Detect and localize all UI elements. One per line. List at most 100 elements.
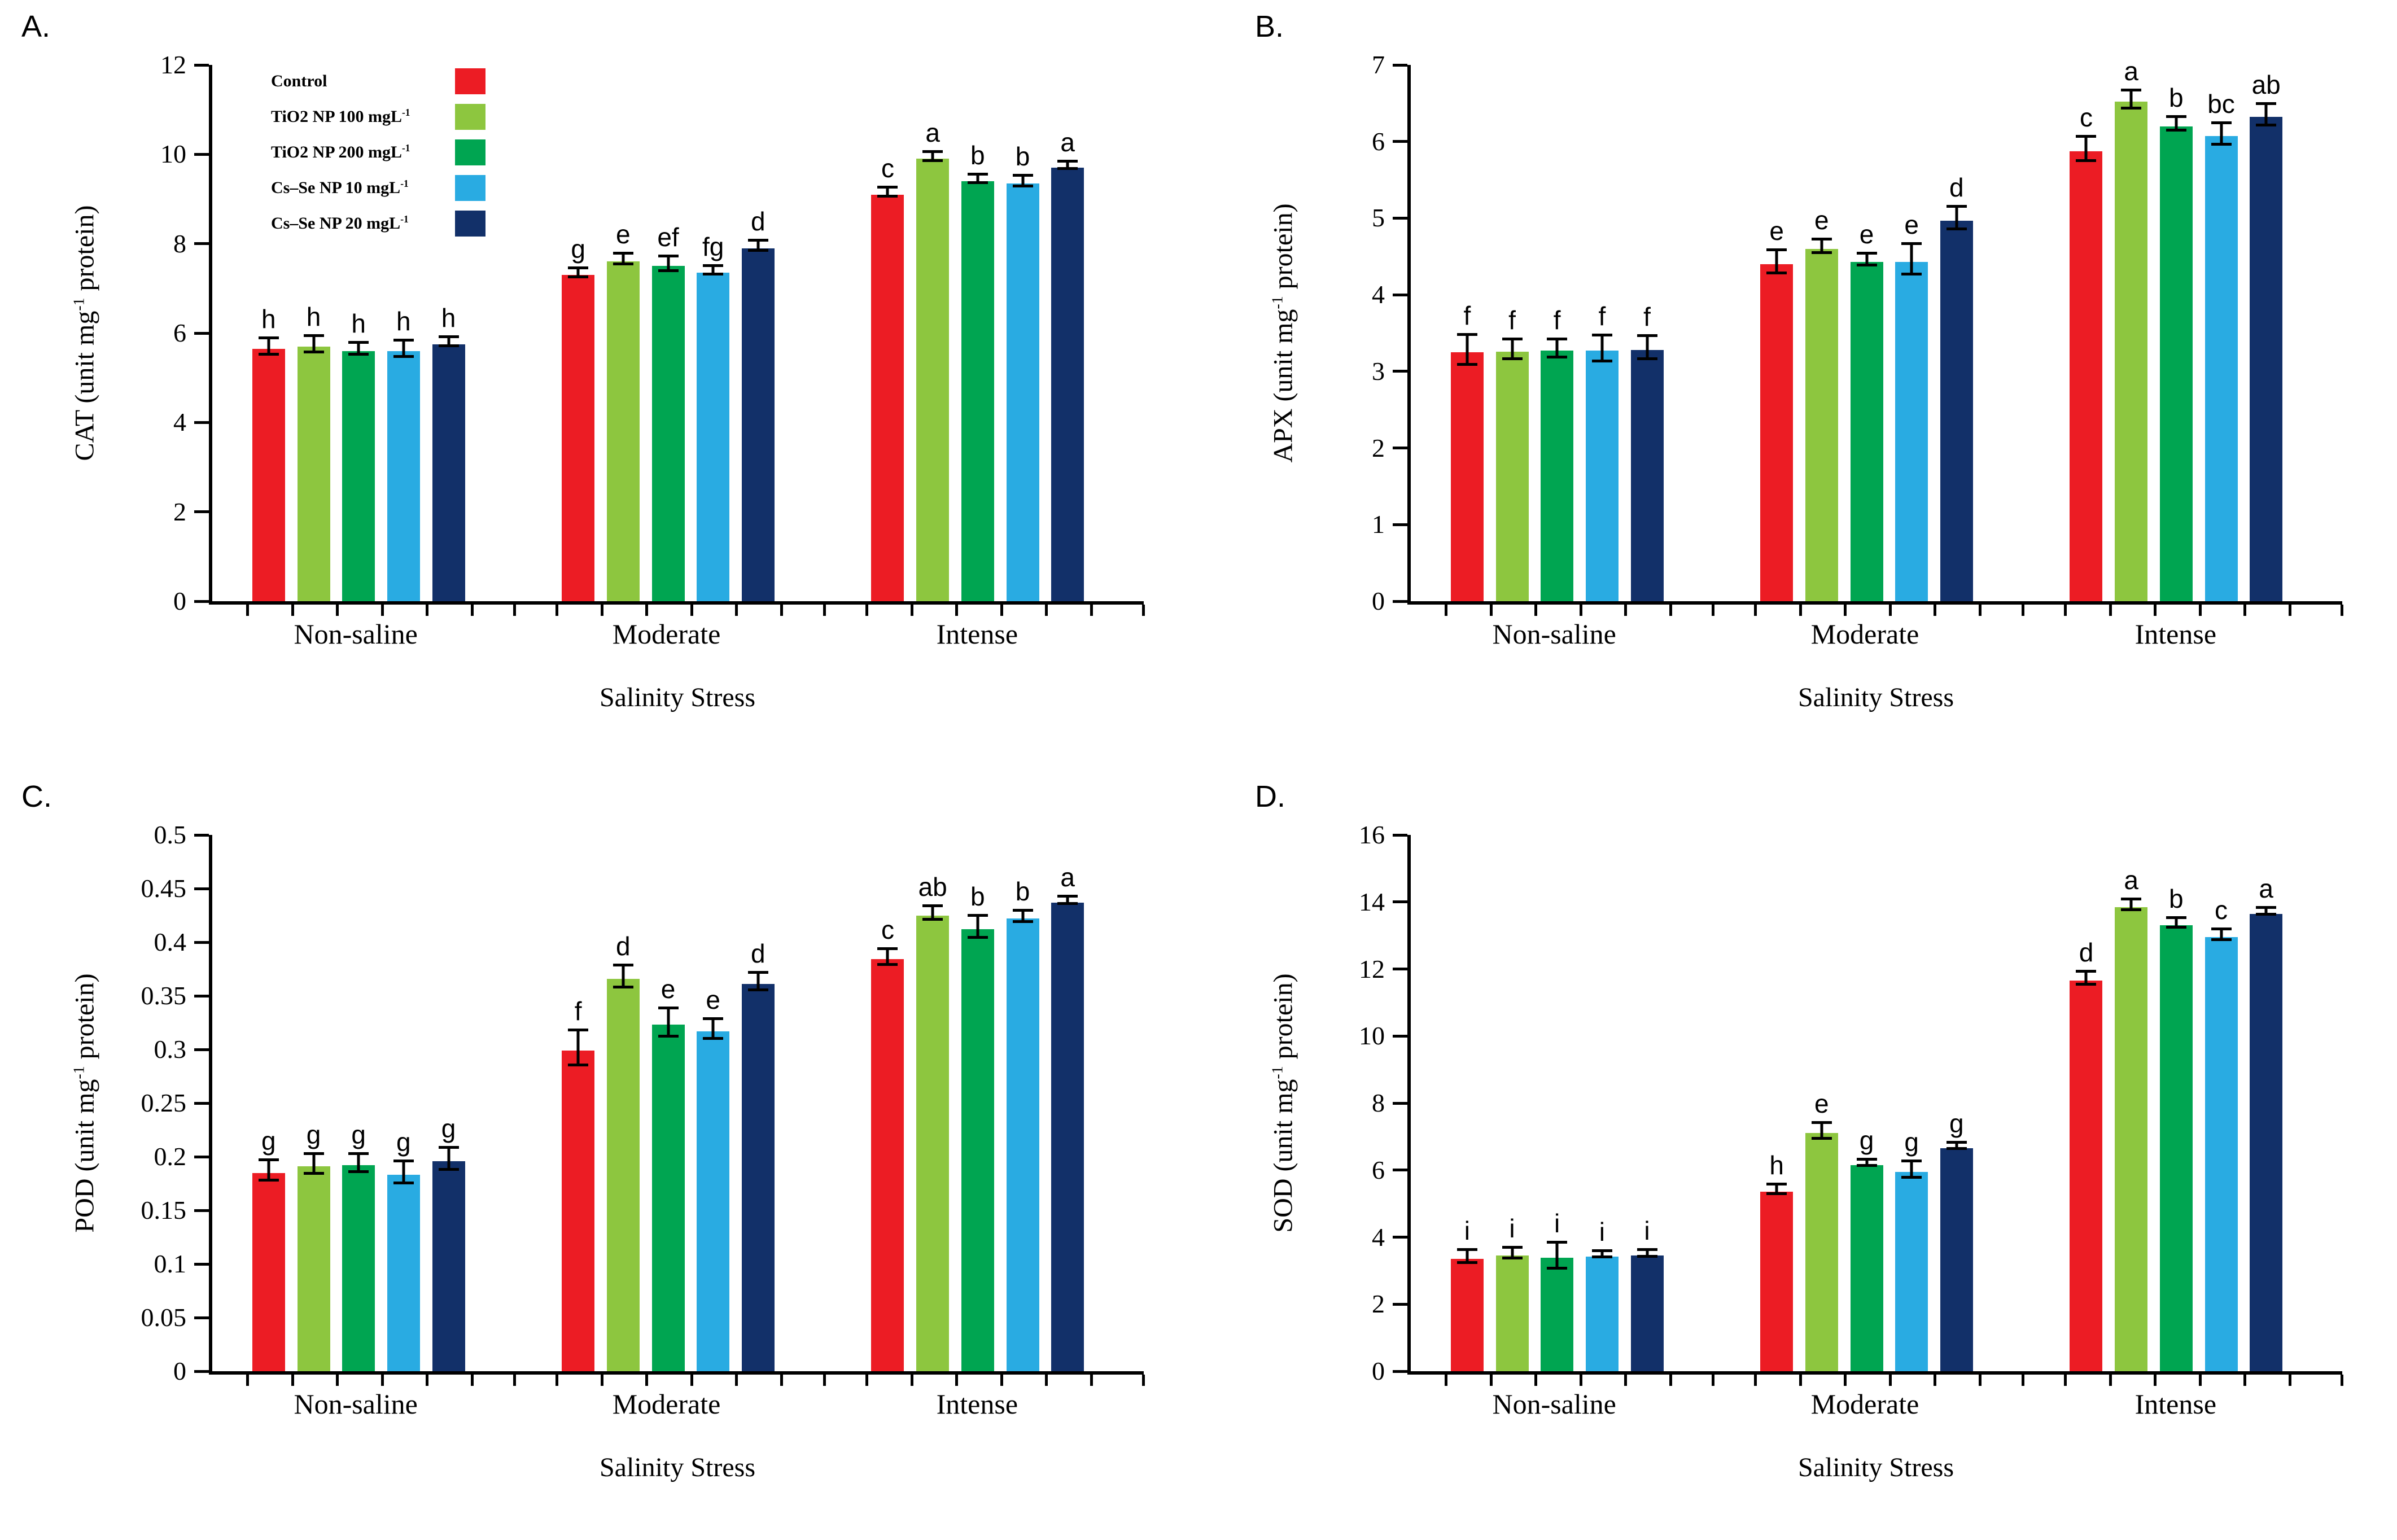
bar-slot: h <box>381 65 426 601</box>
panel-label: C. <box>21 780 52 813</box>
bar-control-intense <box>871 194 904 601</box>
y-tick <box>1393 447 1407 450</box>
x-tick <box>601 1375 603 1386</box>
y-axis-title-text: CAT (unit mg <box>69 310 100 461</box>
bar-slot: ab <box>910 835 955 1371</box>
significance-letter: ab <box>2251 70 2281 99</box>
legend-swatch <box>455 174 485 201</box>
y-tick-label: 2 <box>1372 1289 1385 1319</box>
category-label: Moderate <box>612 1388 721 1420</box>
error-bar <box>1901 1159 1922 1179</box>
error-bar <box>1637 334 1657 360</box>
x-tick <box>780 1375 783 1386</box>
y-axis-title-text: POD (unit mg <box>69 1079 100 1233</box>
bar-slot: h <box>336 65 381 601</box>
significance-letter: d <box>2079 938 2094 968</box>
legend-item: TiO2 NP 100 mgL-1 <box>271 103 485 130</box>
category-label: Intense <box>936 618 1018 650</box>
bar-cs-se-np-10-mgl-1-moderate <box>697 1031 730 1371</box>
bar-cs-se-np-20-mgl-1-intense <box>2250 117 2283 601</box>
bar-slot: b <box>955 835 1000 1371</box>
x-tick <box>735 1375 738 1386</box>
bar-cs-se-np-10-mgl-1-non-saline <box>1585 351 1619 601</box>
y-axis-title-exponent: -1 <box>70 1066 88 1079</box>
bar-cs-se-np-10-mgl-1-moderate <box>1895 261 1928 601</box>
x-tick <box>1934 1375 1936 1386</box>
x-tick <box>1844 1375 1847 1386</box>
significance-letter: e <box>661 974 676 1004</box>
bar-group-intense: c a b bc ab <box>2064 56 2289 601</box>
bar-slot: a <box>2109 835 2154 1371</box>
x-tick <box>911 605 913 616</box>
x-axis-ticks <box>1411 1371 2343 1387</box>
bar-slot: e <box>646 835 691 1371</box>
significance-letter: d <box>1949 172 1964 202</box>
category-labels: Non-saline Moderate Intense <box>1407 618 2342 650</box>
panel-b: B. APX (unit mg-1 protein) 0 1 2 3 4 5 6 7 f f f f… <box>1198 0 2397 770</box>
error-bar <box>703 264 724 275</box>
error-bar <box>438 1145 459 1171</box>
x-tick <box>1090 1375 1093 1386</box>
error-bar <box>258 1158 279 1182</box>
significance-letter: i <box>1554 1208 1560 1238</box>
x-tick <box>601 605 603 616</box>
significance-letter: g <box>441 1113 456 1143</box>
x-tick <box>780 605 783 616</box>
x-tick <box>2064 605 2067 616</box>
y-tick <box>1393 523 1407 526</box>
x-tick <box>1889 605 1892 616</box>
x-axis-ticks <box>212 1371 1145 1387</box>
bar-cs-se-np-20-mgl-1-intense <box>2250 913 2283 1371</box>
x-tick <box>1534 605 1537 616</box>
bar-control-non-saline <box>252 348 285 601</box>
x-tick <box>1889 1375 1892 1386</box>
bar-tio2-np-100-mgl-1-moderate <box>606 978 640 1371</box>
error-bar <box>2256 905 2277 916</box>
y-tick <box>194 510 209 514</box>
x-tick <box>1844 605 1847 616</box>
error-bar <box>1547 1240 1568 1270</box>
bar-cs-se-np-10-mgl-1-non-saline <box>387 351 420 601</box>
bar-slot: b <box>2154 835 2199 1371</box>
bar-slot: g <box>1934 835 1979 1371</box>
bar-tio2-np-200-mgl-1-non-saline <box>342 351 375 601</box>
x-tick <box>1669 1375 1672 1386</box>
error-bar <box>2076 970 2097 986</box>
legend-label: Cs–Se NP 20 mgL-1 <box>271 213 409 233</box>
y-tick <box>194 331 209 335</box>
bar-cs-se-np-10-mgl-1-moderate <box>1895 1171 1928 1371</box>
bar-slot: h <box>246 65 291 601</box>
x-tick <box>1045 605 1048 616</box>
significance-letter: h <box>306 301 321 331</box>
significance-letter: g <box>306 1119 321 1149</box>
significance-letter: g <box>261 1126 276 1156</box>
y-tick <box>1393 1101 1407 1105</box>
x-tick <box>2243 605 2246 616</box>
significance-letter: b <box>970 141 985 170</box>
bar-slot: i <box>1534 835 1580 1371</box>
significance-letter: a <box>2124 865 2138 895</box>
x-tick <box>1624 605 1627 616</box>
x-tick <box>426 1375 428 1386</box>
error-bar <box>2121 88 2142 110</box>
bar-slot: h <box>426 65 471 601</box>
legend-swatch <box>455 103 485 130</box>
x-tick <box>1045 1375 1048 1386</box>
category-label: Intense <box>2134 1388 2217 1420</box>
y-tick-label: 6 <box>1372 126 1385 156</box>
significance-letter: g <box>571 234 585 264</box>
bar-slot: g <box>291 835 336 1371</box>
bar-tio2-np-100-mgl-1-non-saline <box>1495 351 1529 601</box>
x-tick <box>955 1375 958 1386</box>
x-tick <box>865 605 868 616</box>
x-tick <box>1142 605 1145 616</box>
panel-label: B. <box>1255 10 1284 43</box>
bar-slot: e <box>1799 835 1844 1371</box>
y-tick-label: 0.15 <box>141 1196 187 1224</box>
y-tick-label: 4 <box>1372 280 1385 309</box>
significance-letter: b <box>2169 83 2184 113</box>
